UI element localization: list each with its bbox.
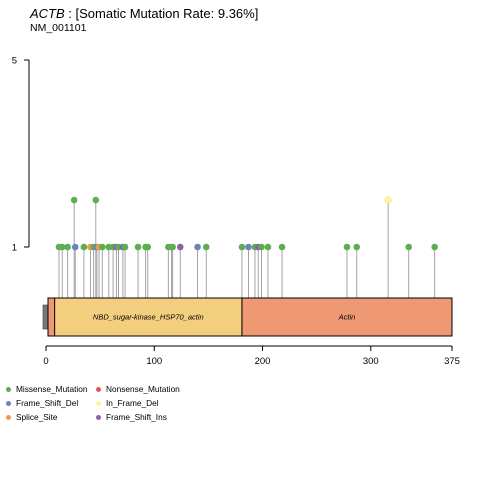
legend-item: Frame_Shift_Ins	[96, 412, 167, 422]
mutation-point	[92, 196, 100, 204]
legend-label: Nonsense_Mutation	[106, 384, 180, 394]
transcript-id: NM_001101	[30, 22, 87, 34]
mutation-point	[353, 243, 361, 251]
lollipop-stems	[58, 200, 436, 298]
x-tick-label: 0	[43, 356, 48, 367]
legend-swatch	[6, 387, 11, 393]
mutation-rate-text: : [Somatic Mutation Rate: 9.36%]	[64, 6, 259, 21]
mutation-point	[202, 243, 210, 251]
legend-item: Frame_Shift_Del	[6, 398, 78, 408]
legend-item: In_Frame_Del	[96, 398, 159, 408]
mutation-point	[384, 196, 392, 204]
y-tick-label: 1	[12, 243, 17, 254]
legend-swatch	[96, 401, 101, 407]
mutation-point	[405, 243, 412, 251]
legend-swatch	[6, 415, 11, 421]
mutation-point	[176, 243, 184, 251]
mutation-point	[80, 243, 88, 251]
mutation-point	[134, 243, 142, 251]
legend-label: In_Frame_Del	[106, 398, 159, 408]
mutation-point	[278, 243, 286, 251]
legend-item: Missense_Mutation	[6, 384, 87, 394]
legend-swatch	[96, 415, 101, 421]
legend-item: Splice_Site	[6, 412, 58, 422]
protein-n-terminus	[42, 304, 49, 330]
mutation-points	[55, 196, 438, 251]
x-tick-label: 200	[255, 356, 271, 367]
y-tick-label: 5	[12, 56, 17, 67]
y-axis: 15	[12, 56, 30, 254]
protein-domains: NBD_sugar-kinase_HSP70_actin Actin	[42, 297, 453, 337]
mutation-point	[70, 196, 78, 204]
domain-nbd-sugar-kinase-hsp70-actin	[54, 297, 243, 337]
chart-title-block: ACTB : [Somatic Mutation Rate: 9.36%] NM…	[30, 6, 258, 35]
domain-label: NBD_sugar-kinase_HSP70_actin	[93, 313, 204, 322]
legend-swatch	[96, 387, 101, 393]
x-axis: 0 100 200 300 375	[43, 345, 460, 367]
mutation-point	[71, 243, 79, 251]
mutation-point	[258, 243, 265, 251]
domain-label: Actin	[338, 313, 356, 322]
mutation-point	[194, 243, 201, 251]
mutation-point	[264, 243, 272, 251]
mutation-point	[98, 243, 106, 251]
x-tick-label: 300	[363, 356, 379, 367]
mutation-point	[238, 243, 246, 251]
mutation-point	[144, 243, 152, 251]
domain-actin	[241, 297, 453, 337]
mutation-point	[121, 243, 129, 251]
legend-label: Frame_Shift_Ins	[106, 412, 167, 422]
mutation-point	[58, 243, 66, 251]
x-tick-label: 375	[444, 356, 460, 367]
mutation-point	[169, 243, 176, 251]
legend-label: Frame_Shift_Del	[16, 398, 79, 408]
mutation-point	[343, 243, 351, 251]
x-tick-label: 100	[146, 356, 162, 367]
legend-label: Missense_Mutation	[16, 384, 88, 394]
legend-item: Nonsense_Mutation	[96, 384, 180, 394]
gene-name: ACTB	[30, 6, 65, 21]
mutation-point	[64, 243, 71, 251]
legend-swatch	[6, 401, 11, 407]
chart-title: ACTB : [Somatic Mutation Rate: 9.36%]	[30, 6, 258, 22]
legend-label: Splice_Site	[16, 412, 58, 422]
mutation-point	[431, 243, 438, 251]
mutation-point	[245, 243, 252, 251]
